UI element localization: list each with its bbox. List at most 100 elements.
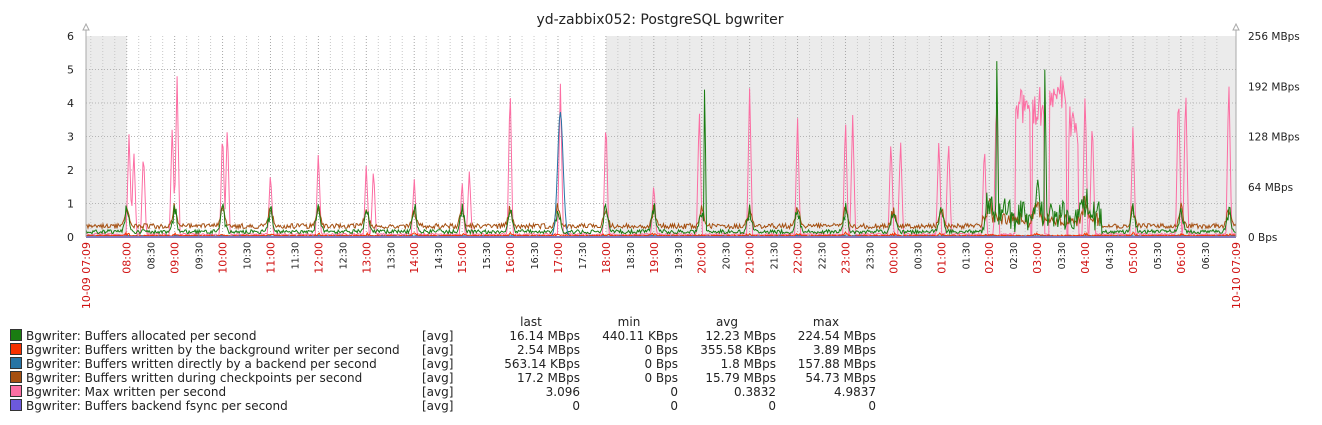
x-tick-label: 05:00: [1127, 242, 1140, 274]
left-axis-tick: 1: [67, 198, 74, 211]
x-tick-label: 08:00: [121, 242, 134, 274]
legend-swatch-icon: [10, 371, 22, 383]
legend-last: 2.54 MBps: [517, 343, 580, 357]
left-axis-tick: 4: [67, 97, 74, 110]
x-tick-label: 02:30: [1009, 242, 1020, 269]
grid-lines: [86, 36, 1236, 237]
x-tick-label: 17:00: [552, 242, 565, 274]
left-axis-tick: 5: [67, 64, 74, 77]
left-axis-arrow-icon: [82, 22, 90, 31]
legend-fn: [avg]: [422, 343, 454, 357]
legend-label: Bgwriter: Buffers written directly by a …: [26, 357, 377, 371]
series-buffers-background-writer: [85, 231, 1237, 238]
x-tick-label: 15:30: [482, 242, 493, 269]
legend: last min avg max Bgwriter: Buffers alloc…: [10, 315, 876, 413]
legend-fn: [avg]: [422, 357, 454, 371]
legend-last: 3.096: [545, 385, 580, 399]
legend-fn: [avg]: [422, 371, 454, 385]
legend-row-backend-fsync: Bgwriter: Buffers backend fsync per seco…: [10, 399, 876, 413]
x-tick-label: 08:30: [147, 242, 158, 269]
legend-swatch-icon: [10, 329, 22, 341]
left-axis-tick: 2: [67, 164, 74, 177]
legend-last: 563.14 KBps: [504, 357, 580, 371]
legend-row-buffers-backend: Bgwriter: Buffers written directly by a …: [10, 357, 876, 371]
x-tick-label: 12:30: [338, 242, 349, 269]
legend-min: 0 Bps: [644, 371, 678, 385]
x-tick-label: 01:00: [935, 242, 948, 274]
x-tick-label: 16:30: [530, 242, 541, 269]
x-tick-label: 15:00: [456, 242, 469, 274]
x-tick-label: 23:00: [839, 242, 852, 274]
plot-frame: [82, 22, 1240, 238]
legend-avg: 15.79 MBps: [705, 371, 776, 385]
legend-label: Bgwriter: Buffers backend fsync per seco…: [26, 399, 288, 413]
legend-max: 0: [868, 399, 876, 413]
x-tick-label: 20:00: [696, 242, 709, 274]
legend-swatch-icon: [10, 357, 22, 369]
legend-row-buffers-allocated: Bgwriter: Buffers allocated per second […: [10, 329, 876, 343]
legend-min: 440.11 KBps: [602, 329, 678, 343]
x-tick-label: 06:30: [1201, 242, 1212, 269]
x-tick-label: 21:00: [744, 242, 757, 274]
left-axis-tick: 6: [67, 30, 74, 43]
legend-header-max: max: [812, 315, 840, 329]
x-tick-label: 10:30: [243, 242, 254, 269]
legend-fn: [avg]: [422, 385, 454, 399]
right-axis-tick: 64 MBps: [1248, 182, 1293, 194]
legend-max: 54.73 MBps: [805, 371, 876, 385]
legend-label: Bgwriter: Max written per second: [26, 385, 227, 399]
x-tick-label: 19:30: [674, 242, 685, 269]
legend-last: 0: [572, 399, 580, 413]
x-start-label: 10-09 07:09: [80, 242, 93, 309]
right-axis-ticks: 0 Bps 64 MBps 128 MBps 192 MBps 256 MBps: [1248, 31, 1300, 244]
x-tick-label: 22:00: [792, 242, 805, 274]
legend-min: 0 Bps: [644, 343, 678, 357]
x-tick-label: 00:00: [887, 242, 900, 274]
legend-fn: [avg]: [422, 329, 454, 343]
series-buffers-allocated: [85, 61, 1237, 236]
left-axis-tick: 3: [67, 131, 74, 144]
x-tick-label: 09:00: [169, 242, 182, 274]
legend-label: Bgwriter: Buffers written during checkpo…: [26, 371, 363, 385]
x-tick-label: 20:30: [722, 242, 733, 269]
x-tick-label: 11:00: [264, 242, 277, 274]
x-tick-label: 09:30: [195, 242, 206, 269]
legend-min: 0 Bps: [644, 357, 678, 371]
chart-svg: yd-zabbix052: PostgreSQL bgwriter 0 1 2 3 4 5…: [67, 12, 1300, 309]
legend-max: 157.88 MBps: [797, 357, 876, 371]
x-tick-label: 10:00: [217, 242, 230, 274]
right-axis-tick: 128 MBps: [1248, 132, 1300, 144]
x-tick-label: 05:30: [1153, 242, 1164, 269]
x-tick-label: 17:30: [578, 242, 589, 269]
legend-row-buffers-background-writer: Bgwriter: Buffers written by the backgro…: [10, 343, 876, 357]
legend-fn: [avg]: [422, 399, 454, 413]
x-end-label: 10-10 07:09: [1230, 242, 1243, 309]
x-tick-label: 18:00: [600, 242, 613, 274]
left-axis-tick: 0: [67, 231, 74, 244]
x-tick-label: 16:00: [504, 242, 517, 274]
legend-swatch-icon: [10, 399, 22, 411]
legend-last: 17.2 MBps: [517, 371, 580, 385]
legend-last: 16.14 MBps: [509, 329, 580, 343]
x-tick-label: 18:30: [626, 242, 637, 269]
legend-row-buffers-checkpoints: Bgwriter: Buffers written during checkpo…: [10, 371, 876, 385]
right-axis-tick: 0 Bps: [1248, 232, 1277, 244]
legend-max: 224.54 MBps: [797, 329, 876, 343]
x-tick-label: 11:30: [290, 242, 301, 269]
x-tick-label: 04:30: [1105, 242, 1116, 269]
x-tick-label: 14:30: [434, 242, 445, 269]
legend-label: Bgwriter: Buffers allocated per second: [26, 329, 257, 343]
x-tick-label: 14:00: [408, 242, 421, 274]
right-axis-tick: 256 MBps: [1248, 31, 1300, 43]
legend-header: last min avg max: [10, 315, 876, 329]
legend-min: 0: [670, 385, 678, 399]
x-tick-label: 19:00: [648, 242, 661, 274]
x-tick-label: 02:00: [983, 242, 996, 274]
legend-avg: 1.8 MBps: [720, 357, 776, 371]
legend-max: 4.9837: [834, 385, 876, 399]
legend-avg: 0.3832: [734, 385, 776, 399]
legend-header-last: last: [520, 315, 542, 329]
x-tick-label: 06:00: [1175, 242, 1188, 274]
legend-max: 3.89 MBps: [813, 343, 876, 357]
legend-row-max-written: Bgwriter: Max written per second [avg] 3…: [10, 385, 876, 399]
